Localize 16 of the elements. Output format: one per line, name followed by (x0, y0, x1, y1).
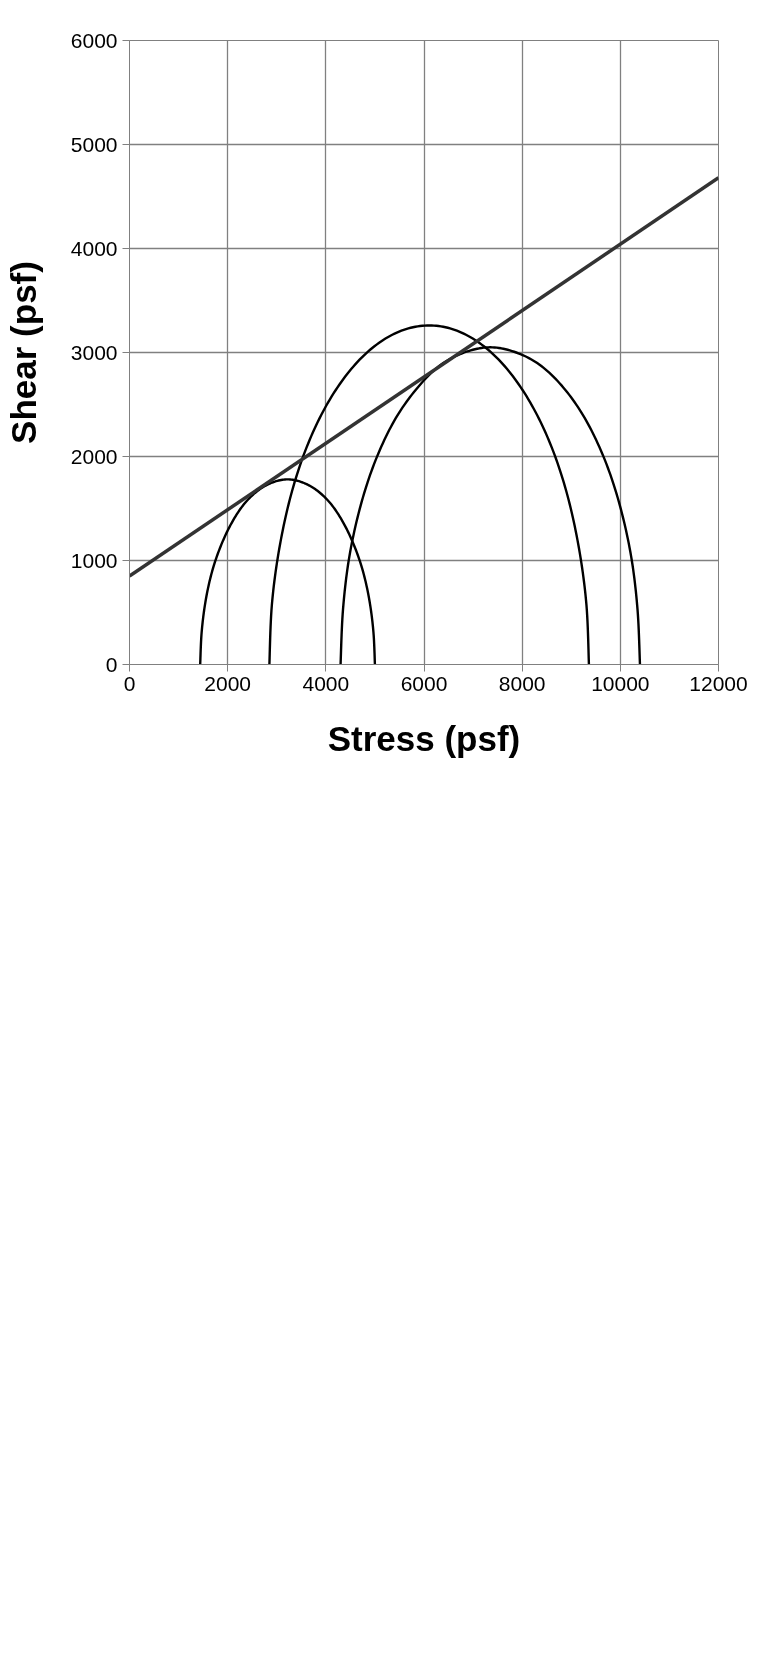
x-tick-label: 0 (123, 671, 136, 695)
x-tick-label: 12000 (689, 671, 748, 695)
x-axis-title: Stress (psf) (327, 718, 521, 758)
y-tick-label: 6000 (70, 28, 118, 52)
x-tick-label: 4000 (302, 671, 350, 695)
y-tick-label: 3000 (70, 340, 118, 364)
y-tick-label: 5000 (70, 132, 118, 156)
y-tick-label: 2000 (70, 444, 118, 468)
y-tick-label: 0 (105, 652, 118, 676)
x-tick-label: 6000 (400, 671, 448, 695)
x-tick-label: 10000 (591, 671, 650, 695)
y-tick-label: 1000 (70, 548, 118, 572)
y-axis-title: Shear (psf) (3, 261, 43, 444)
y-tick-label: 4000 (70, 236, 118, 260)
x-tick-label: 2000 (204, 671, 252, 695)
x-tick-label: 8000 (498, 671, 546, 695)
